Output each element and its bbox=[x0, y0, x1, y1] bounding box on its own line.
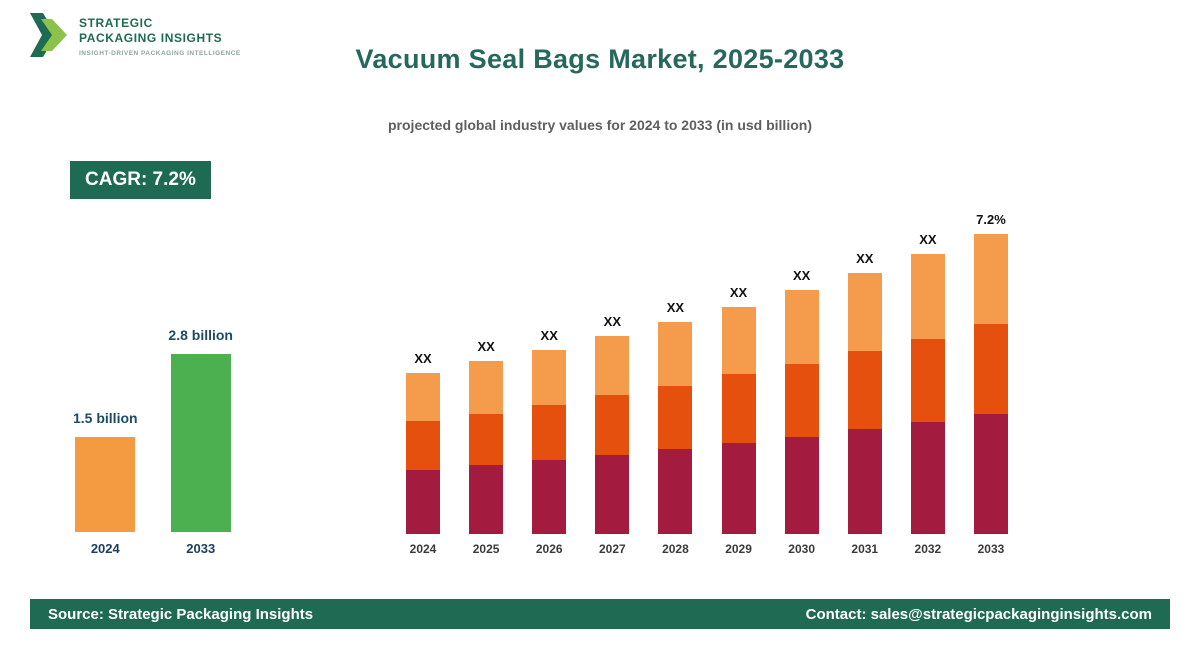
bar-group-2029: XX 2029 bbox=[721, 285, 756, 556]
summary-bar-group-2033: 2.8 billion 2033 bbox=[168, 327, 233, 556]
bar-segment-bottom bbox=[595, 454, 630, 534]
stacked-bar-2028 bbox=[658, 322, 693, 534]
brand-text: STRATEGIC PACKAGING INSIGHTS INSIGHT-DRI… bbox=[79, 12, 241, 57]
bar-value-label: XX bbox=[603, 314, 621, 329]
summary-bar-2033 bbox=[170, 354, 231, 532]
bar-segment-bottom bbox=[469, 465, 504, 534]
summary-value-label: 1.5 billion bbox=[73, 410, 138, 426]
bar-segment-middle bbox=[973, 324, 1008, 414]
stacked-bar-2030 bbox=[784, 290, 819, 534]
bar-value-label: XX bbox=[729, 285, 748, 300]
footer-contact: Contact: sales@strategicpackaginginsight… bbox=[805, 605, 1152, 623]
bar-segment-middle bbox=[721, 374, 756, 443]
bar-group-2027: XX 2027 bbox=[595, 314, 630, 556]
x-axis-label: 2024 bbox=[409, 542, 437, 556]
bar-group-2030: XX 2030 bbox=[784, 268, 819, 556]
x-axis-label: 2026 bbox=[535, 542, 563, 556]
bar-group-2032: XX 2032 bbox=[910, 232, 945, 556]
bar-group-2031: XX 2031 bbox=[847, 251, 882, 556]
x-axis-label: 2025 bbox=[472, 542, 500, 556]
x-axis-label: 2031 bbox=[851, 542, 879, 556]
bar-segment-top bbox=[973, 234, 1008, 324]
bar-segment-top bbox=[532, 350, 567, 405]
bar-value-label: XX bbox=[540, 328, 558, 343]
bar-segment-middle bbox=[847, 351, 882, 430]
bar-segment-middle bbox=[406, 421, 440, 470]
bar-segment-bottom bbox=[973, 414, 1008, 534]
bar-segment-top bbox=[595, 336, 630, 395]
bar-segment-bottom bbox=[910, 422, 945, 534]
bar-segment-bottom bbox=[721, 442, 756, 534]
bar-segment-bottom bbox=[658, 449, 693, 534]
bar-value-label: XX bbox=[414, 351, 432, 366]
bar-segment-middle bbox=[658, 386, 693, 450]
x-axis-label: 2029 bbox=[725, 542, 752, 556]
brand-logo: STRATEGIC PACKAGING INSIGHTS INSIGHT-DRI… bbox=[30, 12, 241, 58]
bar-value-label: XX bbox=[856, 251, 874, 266]
bar-group-2028: XX 2028 bbox=[658, 300, 693, 556]
summary-value-label: 2.8 billion bbox=[168, 327, 233, 343]
bar-segment-bottom bbox=[406, 469, 440, 534]
bar-value-label: 7.2% bbox=[976, 212, 1006, 227]
stacked-bar-2027 bbox=[595, 336, 630, 534]
bar-group-2026: XX 2026 bbox=[532, 328, 567, 556]
x-axis-label: 2030 bbox=[788, 542, 815, 556]
footer-bar: Source: Strategic Packaging Insights Con… bbox=[30, 599, 1170, 629]
brand-tagline: INSIGHT-DRIVEN PACKAGING INTELLIGENCE bbox=[79, 50, 241, 57]
bar-segment-top bbox=[406, 373, 440, 422]
stacked-bar-2029 bbox=[721, 307, 756, 534]
stacked-bar-2033 bbox=[973, 234, 1008, 534]
bar-group-2024: XX 2024 bbox=[406, 351, 440, 556]
bar-segment-bottom bbox=[784, 436, 819, 534]
bar-group-2033: 7.2% 2033 bbox=[973, 212, 1008, 556]
bar-segment-middle bbox=[784, 363, 819, 437]
summary-bar-chart: 1.5 billion 2024 2.8 billion 2033 bbox=[73, 327, 233, 556]
x-axis-label: 2033 bbox=[977, 542, 1005, 556]
bar-value-label: XX bbox=[919, 232, 937, 247]
bar-segment-bottom bbox=[532, 460, 567, 534]
brand-name-line2: PACKAGING INSIGHTS bbox=[79, 31, 223, 45]
bar-segment-middle bbox=[469, 413, 504, 466]
bar-segment-middle bbox=[532, 404, 567, 461]
stacked-bar-chart: XX 2024 XX 2025 XX 2026 XX 2027 XX 2028 XX 2029 XX 20… bbox=[406, 212, 1008, 556]
bar-segment-top bbox=[721, 307, 756, 375]
bar-group-2025: XX 2025 bbox=[469, 339, 504, 556]
bar-value-label: XX bbox=[792, 268, 811, 283]
summary-bar-group-2024: 1.5 billion 2024 bbox=[73, 410, 138, 556]
summary-axis-label: 2024 bbox=[90, 541, 120, 556]
bar-segment-top bbox=[847, 273, 882, 352]
x-axis-label: 2027 bbox=[598, 542, 626, 556]
bar-segment-top bbox=[658, 322, 693, 387]
stacked-bar-2026 bbox=[532, 350, 567, 534]
footer-source: Source: Strategic Packaging Insights bbox=[48, 605, 314, 623]
stacked-bar-2024 bbox=[406, 373, 440, 534]
stacked-bar-2032 bbox=[910, 254, 945, 534]
stacked-bar-2031 bbox=[847, 273, 882, 535]
bar-value-label: XX bbox=[477, 339, 495, 354]
bar-segment-bottom bbox=[847, 429, 882, 535]
page-title: Vacuum Seal Bags Market, 2025-2033 bbox=[355, 44, 845, 74]
bar-value-label: XX bbox=[666, 300, 685, 315]
summary-bar-2024 bbox=[75, 437, 136, 532]
x-axis-label: 2032 bbox=[914, 542, 942, 556]
brand-chevron-icon bbox=[30, 13, 67, 57]
cagr-badge: CAGR: 7.2% bbox=[70, 161, 211, 199]
x-axis-label: 2028 bbox=[662, 542, 689, 556]
bar-segment-top bbox=[469, 361, 504, 414]
bar-segment-top bbox=[784, 290, 819, 364]
page-subtitle: projected global industry values for 202… bbox=[388, 117, 812, 133]
stacked-bar-2025 bbox=[469, 361, 504, 534]
bar-segment-middle bbox=[595, 394, 630, 455]
summary-axis-label: 2033 bbox=[186, 541, 216, 556]
bar-segment-middle bbox=[910, 338, 945, 423]
brand-name-line1: STRATEGIC bbox=[79, 16, 153, 30]
bar-segment-top bbox=[910, 254, 945, 339]
